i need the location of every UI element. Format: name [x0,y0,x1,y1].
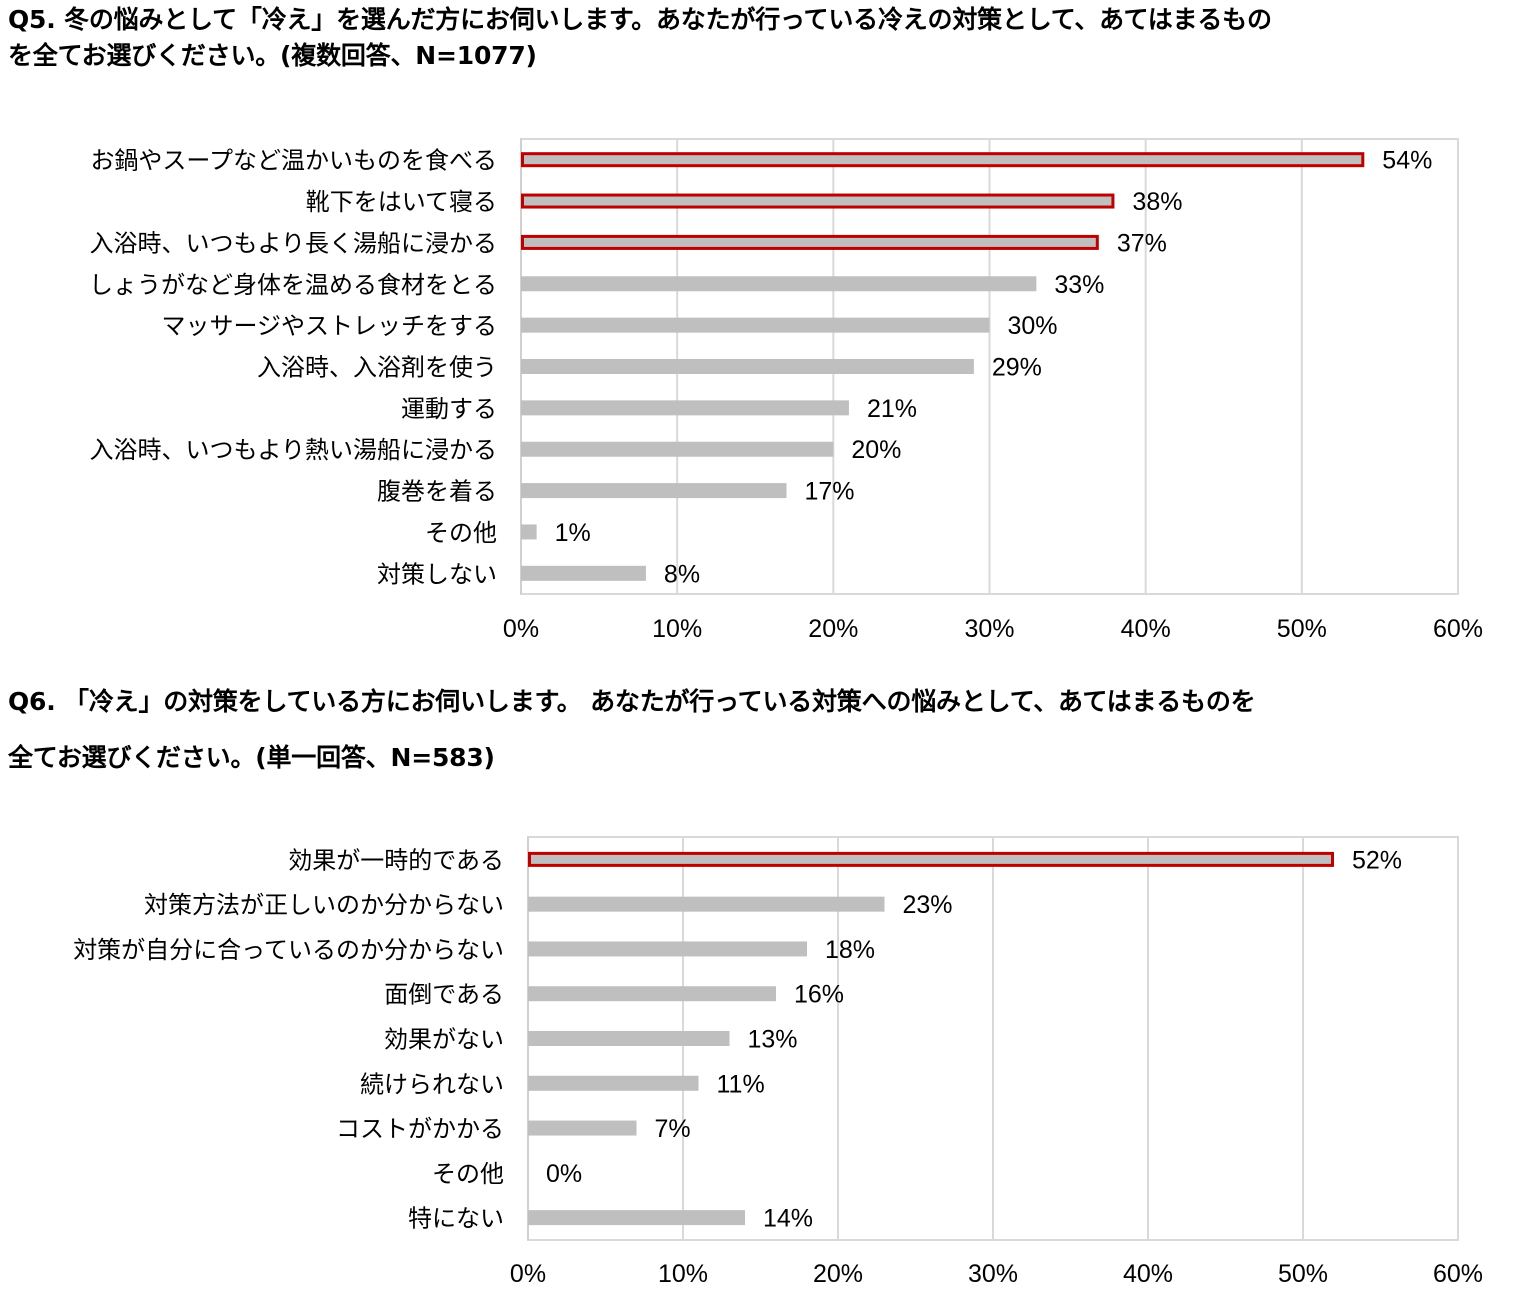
q6-category-label: 面倒である [384,981,504,1009]
q5-bar [521,234,1099,250]
q5-category-label: お鍋やスープなど温かいものを食べる [90,147,497,175]
q5-bar [521,400,849,416]
q5-title-line-2: を全てお選びください。(複数回答、N=1077) [8,41,537,70]
q5-x-tick-label: 20% [808,615,858,643]
q6-value-label: 13% [748,1026,798,1054]
q5-category-label: 靴下をはいて寝る [306,188,497,216]
q5-x-tick-label: 50% [1277,615,1327,643]
q5-bar [521,152,1365,168]
q5-value-label: 21% [867,395,917,423]
q5-bar-chart: 0% 10% 20% 30% 40% 50% 60% 54% お鍋やスープなど温かいものを食べる… [89,138,1483,643]
q5-x-tick-label: 30% [964,615,1014,643]
q5-x-tick-label: 60% [1433,615,1483,643]
q5-bar [521,317,990,333]
q6-value-label: 14% [763,1205,813,1233]
q5-x-tick-label: 40% [1121,615,1171,643]
q5-value-label: 17% [804,478,854,506]
q5-category-label: 入浴時、入浴剤を使う [257,354,497,382]
q5-category-label: しょうがなど身体を温める食材をとる [89,271,497,299]
q6-question-title: Q6. 「冷え」の対策をしている方にお伺いします。 あなたが行っている対策への悩… [8,674,1256,786]
q6-x-tick-label: 10% [658,1260,708,1288]
q5-category-label: 対策しない [377,560,497,588]
q5-value-label: 38% [1132,188,1182,216]
q5-title-line-1: Q5. 冬の悩みとして「冷え」を選んだ方にお伺いします。あなたが行っている冷えの… [8,5,1272,34]
q5-bar [521,524,537,540]
q5-category-label: 入浴時、いつもより長く湯船に浸かる [89,229,497,257]
q5-bar [521,276,1037,292]
q5-category-label: マッサージやストレッチをする [161,312,497,340]
q5-value-label: 30% [1008,312,1058,340]
q6-bar [528,1075,699,1091]
q5-category-label: 腹巻を着る [377,478,497,506]
q6-x-tick-label: 0% [510,1260,546,1288]
q6-bar [528,1210,745,1226]
q6-category-label: 特にない [408,1205,504,1233]
q6-category-label: 対策方法が正しいのか分からない [144,891,504,919]
q5-value-label: 37% [1117,229,1167,257]
q5-value-label: 33% [1054,271,1104,299]
q6-category-label: 効果が一時的である [288,846,504,874]
q6-x-tick-label: 50% [1278,1260,1328,1288]
q5-value-label: 54% [1382,147,1432,175]
q6-value-label: 11% [717,1070,765,1098]
q5-bar [521,483,787,499]
q5-category-label: 入浴時、いつもより熱い湯船に浸かる [89,436,497,464]
q6-x-tick-label: 20% [813,1260,863,1288]
q6-bar [528,1120,637,1136]
q5-question-title: Q5. 冬の悩みとして「冷え」を選んだ方にお伺いします。あなたが行っている冷えの… [8,2,1272,74]
q6-category-label: 続けられない [360,1070,504,1098]
q6-bar [528,1031,730,1046]
q6-bar [528,986,776,1002]
q6-bar [528,896,885,912]
q6-value-label: 16% [794,981,844,1009]
q5-x-tick-label: 10% [652,615,702,643]
q5-value-label: 1% [555,519,591,547]
q6-title-line-1: Q6. 「冷え」の対策をしている方にお伺いします。 あなたが行っている対策への悩… [8,687,1256,716]
q5-value-label: 8% [664,560,700,588]
q6-x-tick-label: 40% [1123,1260,1173,1288]
q6-value-label: 0% [546,1160,582,1188]
q6-category-label: 対策が自分に合っているのか分からない [73,936,504,964]
q6-x-tick-label: 60% [1433,1260,1483,1288]
q6-x-tick-label: 30% [968,1260,1018,1288]
q5-bar [521,359,974,374]
q6-value-label: 23% [903,891,953,919]
q6-category-label: コストがかかる [336,1115,504,1143]
q6-title-line-2: 全てお選びください。(単一回答、N=583) [8,743,495,772]
q6-value-label: 18% [825,936,875,964]
q6-category-label: 効果がない [384,1026,504,1054]
q6-value-label: 7% [655,1115,691,1143]
q6-category-label: その他 [432,1160,504,1188]
q6-bar [528,941,807,957]
q5-bar [521,565,646,581]
q5-bar [521,193,1115,209]
q5-x-tick-label: 0% [503,615,539,643]
q5-value-label: 29% [992,354,1042,382]
q5-category-label: その他 [425,519,497,547]
q5-value-label: 20% [851,436,901,464]
q5-bar [521,441,834,457]
q6-bar [528,851,1334,867]
q5-category-label: 運動する [401,395,497,423]
q6-value-label: 52% [1352,846,1402,874]
